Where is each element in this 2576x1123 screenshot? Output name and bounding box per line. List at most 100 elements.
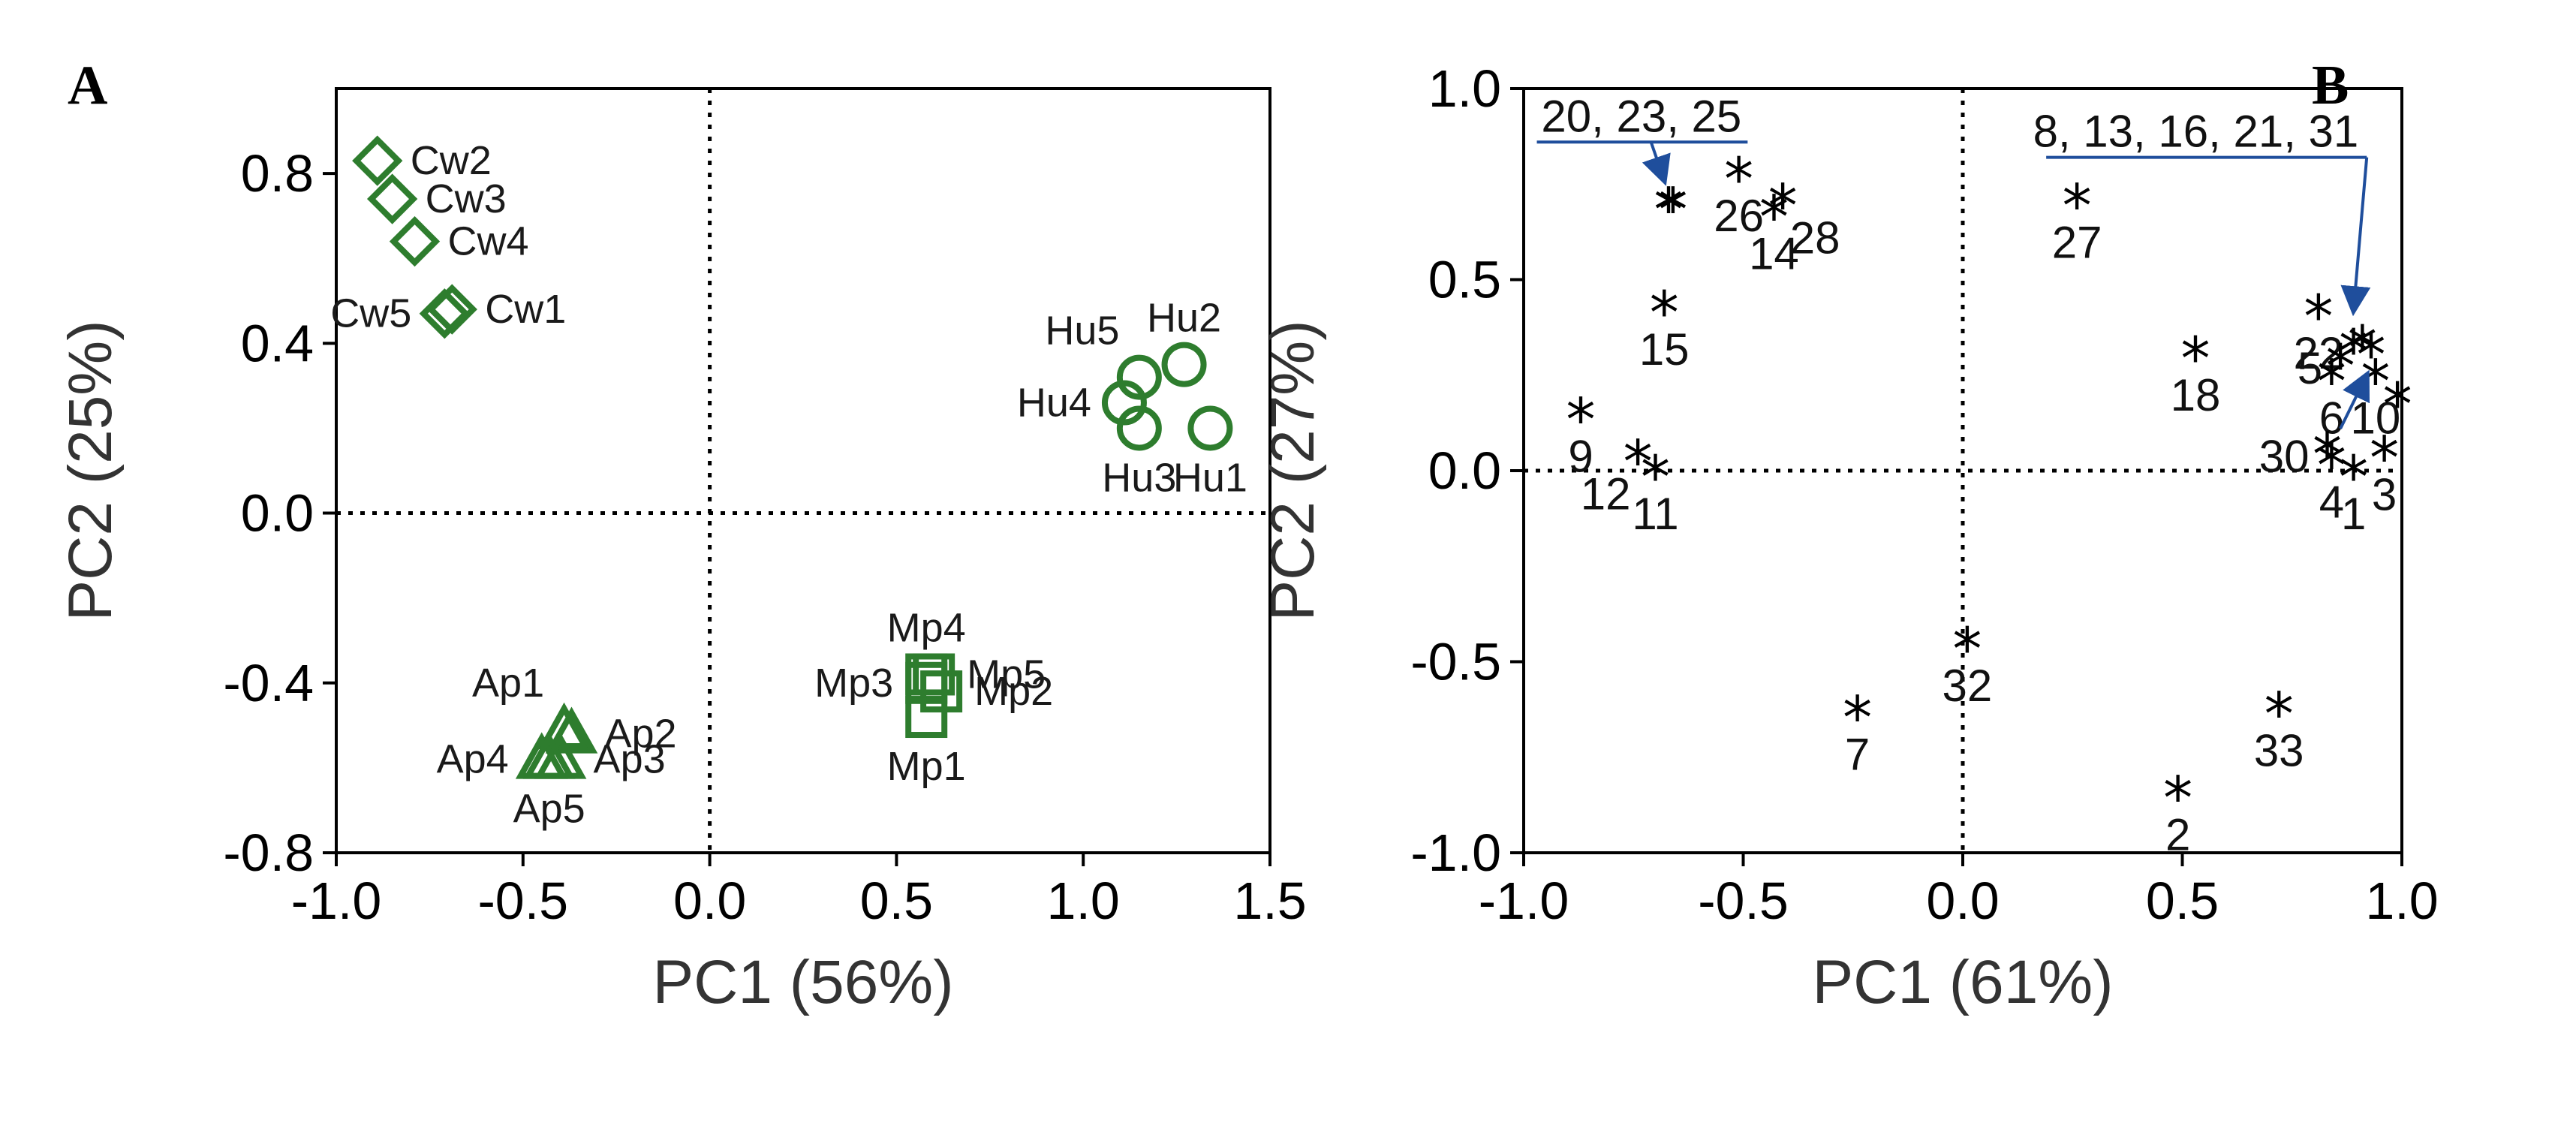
point-label: 27 [2052,217,2102,267]
point-label: Ap5 [513,787,585,832]
star-marker: * [2383,372,2412,439]
y-tick-label: 0.8 [241,144,314,203]
star-marker: * [2265,681,2294,748]
circle-marker [1116,405,1162,451]
y-tick-label: 0.0 [1428,441,1501,500]
diamond-marker [419,288,470,339]
star-marker: * [2063,173,2092,240]
panel-b-plot: -1.0 -0.5 0.0 0.5 1.0 1.0 0.5 0.0 -0.5 -1.0 PC1 (6… [1259,59,2439,1016]
point-label: 6 [2319,393,2344,444]
x-tick-label: 0.5 [860,872,933,930]
point-label: Ap3 [594,737,666,782]
square-marker [905,696,948,739]
y-tick-label: -0.8 [223,823,314,882]
panel-a-plot: -1.0 -0.5 0.0 0.5 1.0 1.5 0.8 0.4 0.0 -0.4 -0.8 PC1… [56,87,1307,1016]
star-marker: * [1566,387,1596,454]
triangle-marker [545,706,598,754]
point-label: 5 [2298,343,2322,393]
y-tick-label: -1.0 [1410,823,1501,882]
star-marker: * [2304,284,2333,351]
callout-label: 20, 23, 25 [1541,91,1741,141]
y-tick-label: -0.5 [1410,633,1501,691]
point-label: Mp5 [967,652,1046,697]
star-marker: * [1641,444,1670,512]
x-tick-label: -0.5 [477,872,568,930]
triangle-marker [522,732,576,779]
point-label: 12 [1581,468,1631,519]
point-label: Mp1 [887,744,966,789]
point-label: 4 [2319,477,2344,528]
point-label: 9 [1568,431,1593,481]
diamond-marker [352,135,403,186]
point-label: Cw1 [485,287,566,332]
y-tick-label: 0.5 [1428,251,1501,309]
circle-marker [1116,354,1162,400]
star-marker: * [2357,322,2386,390]
point-label: Mp3 [814,661,893,706]
point-label: 26 [1714,191,1764,241]
star-marker: * [2181,326,2210,393]
circle-marker [1161,342,1207,387]
x-tick-label: -0.5 [1698,872,1789,930]
x-axis-title: PC1 (61%) [1812,948,2113,1016]
star-marker: * [1768,173,1798,240]
point-label: 11 [1632,489,1678,539]
point-label: Ap2 [604,712,676,757]
y-axis-title: PC2 (27%) [1259,320,1327,621]
star-marker: * [1624,429,1653,496]
y-tick-label: 0.4 [241,314,314,372]
x-tick-label: -1.0 [291,872,382,930]
point-label: Hu1 [1173,455,1247,500]
y-axis-title: PC2 (25%) [56,320,125,621]
circle-marker [1101,380,1147,426]
point-label: 32 [1942,661,1992,711]
point-label: 28 [1790,212,1840,263]
point-label: Cw2 [411,138,492,183]
diamond-marker [366,173,418,224]
star-marker: * [1759,185,1789,252]
point-label: 3 [2372,469,2397,519]
point-label: 22 [2293,328,2343,378]
point-label: Cw3 [426,176,507,221]
star-marker: * [2163,765,2192,832]
star-marker: * [2317,433,2346,501]
x-tick-label: 0.0 [1926,872,1999,930]
x-tick-label: -1.0 [1479,872,1569,930]
plot-frame [335,87,1271,854]
star-marker: * [1952,616,1982,684]
callout-label: 8, 13, 16, 21, 31 [2033,107,2359,157]
x-tick-label: 0.0 [673,872,746,930]
x-tick-label: 1.5 [1233,872,1306,930]
point-label: Cw5 [330,291,411,336]
callout-arrow [2340,157,2371,317]
point-label: Ap1 [472,661,544,706]
star-marker: * [1843,685,1872,752]
star-marker: * [1650,280,1679,348]
diamond-marker [389,215,441,267]
x-axis-title: PC1 (56%) [652,948,953,1016]
y-tick-label: -0.4 [223,654,314,712]
star-marker: * [1658,177,1687,245]
star-marker: * [2313,421,2342,489]
point-label: Ap4 [437,737,509,782]
point-label: 33 [2254,725,2304,775]
point-label: Hu4 [1017,381,1091,426]
y-tick-label: 0.0 [241,484,314,543]
point-label: Hu3 [1102,455,1176,500]
point-label: Cw4 [447,219,528,264]
point-label: 30 [2259,431,2310,481]
callout-arrow [1642,141,1671,186]
x-tick-label: 1.0 [1047,872,1120,930]
star-marker: * [2370,425,2399,492]
y-tick-label: 1.0 [1428,59,1501,118]
x-tick-label: 1.0 [2365,872,2438,930]
circle-marker [1187,405,1233,451]
point-label: 14 [1749,229,1799,279]
point-label: 15 [1639,324,1690,375]
point-label: 18 [2171,370,2221,420]
point-label: 7 [1845,729,1870,779]
star-marker: * [2317,349,2346,417]
point-label: Mp4 [887,605,966,650]
x-tick-label: 0.5 [2146,872,2219,930]
